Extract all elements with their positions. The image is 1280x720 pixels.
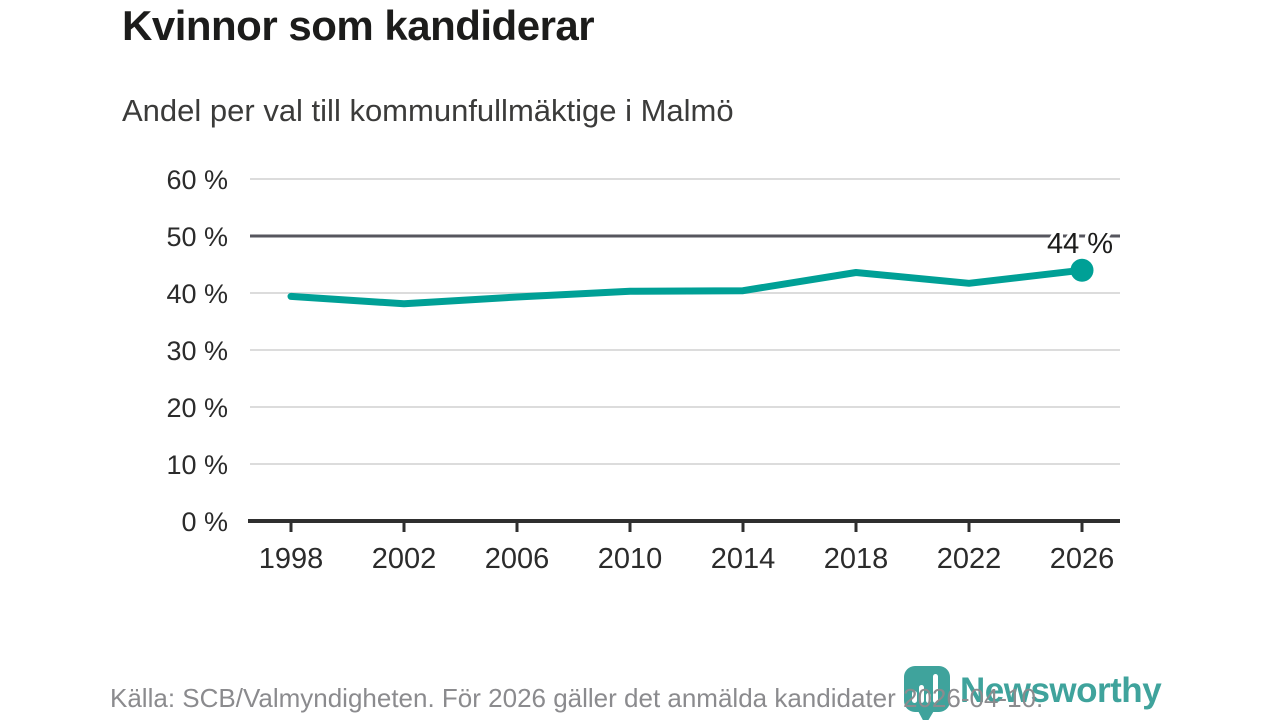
data-line bbox=[287, 266, 1086, 308]
y-axis-tick-label: 30 % bbox=[166, 336, 228, 366]
chart-title: Kvinnor som kandiderar bbox=[122, 2, 595, 49]
y-axis-tick-label: 20 % bbox=[166, 393, 228, 423]
y-axis-tick-label: 50 % bbox=[166, 222, 228, 252]
newsworthy-logo: Newsworthy bbox=[903, 665, 1162, 720]
x-axis-tick-label: 1998 bbox=[259, 543, 324, 575]
end-value-label: 44 % bbox=[1047, 228, 1113, 260]
chart-subtitle: Andel per val till kommunfullmäktige i M… bbox=[122, 93, 734, 128]
y-axis-tick-label: 0 % bbox=[181, 507, 228, 537]
x-axis-tick-label: 2026 bbox=[1050, 543, 1115, 575]
x-axis-tick-label: 2014 bbox=[711, 543, 776, 575]
end-point-marker bbox=[1070, 258, 1094, 282]
y-axis-tick-label: 10 % bbox=[166, 450, 228, 480]
x-axis-tick-label: 2018 bbox=[824, 543, 889, 575]
x-axis-tick-label: 2002 bbox=[372, 543, 437, 575]
x-axis-tick-label: 2006 bbox=[485, 543, 550, 575]
y-axis-tick-label: 60 % bbox=[166, 165, 228, 195]
bar-chart-speech-bubble-icon bbox=[904, 666, 950, 720]
y-axis-tick-label: 40 % bbox=[166, 279, 228, 309]
x-axis-tick-label: 2022 bbox=[937, 543, 1002, 575]
x-axis-tick-label: 2010 bbox=[598, 543, 663, 575]
source-note: Källa: SCB/Valmyndigheten. För 2026 gäll… bbox=[110, 683, 1044, 713]
newsworthy-wordmark: Newsworthy bbox=[960, 671, 1162, 710]
